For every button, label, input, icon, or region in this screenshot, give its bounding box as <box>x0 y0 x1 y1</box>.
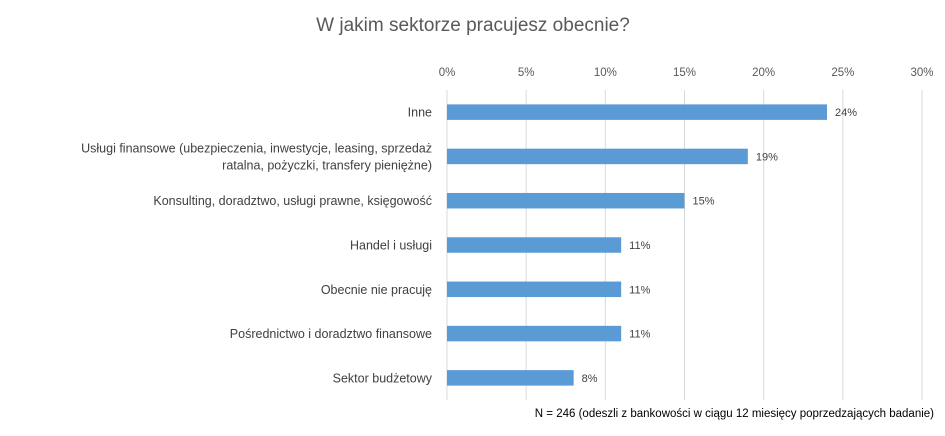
category-label: Obecnie nie pracuję <box>321 283 432 297</box>
bar <box>447 104 827 120</box>
category-label: Inne <box>408 106 432 120</box>
x-tick-label: 25% <box>831 67 854 79</box>
x-tick-label: 0% <box>439 67 456 79</box>
category-label-line: Pośrednictwo i doradztwo finansowe <box>230 327 432 341</box>
category-label-line: Konsulting, doradztwo, usługi prawne, ks… <box>153 194 432 208</box>
category-label: Handel i usługi <box>350 239 432 253</box>
category-label-line: Usługi finansowe (ubezpieczenia, inwesty… <box>81 141 432 155</box>
value-label: 11% <box>629 240 650 252</box>
value-label: 15% <box>693 196 715 208</box>
category-label: Usługi finansowe (ubezpieczenia, inwesty… <box>81 141 432 172</box>
value-label: 11% <box>629 329 650 341</box>
value-label: 11% <box>629 284 650 296</box>
bar <box>447 237 622 253</box>
bar <box>447 148 748 165</box>
bar <box>447 370 574 386</box>
bar <box>447 281 622 298</box>
x-tick-label: 10% <box>594 67 617 79</box>
category-label: Pośrednictwo i doradztwo finansowe <box>230 327 432 341</box>
chart-title: W jakim sektorze pracujesz obecnie? <box>316 15 630 36</box>
x-tick-label: 20% <box>752 67 775 79</box>
bar <box>447 325 622 342</box>
category-label-line: Sektor budżetowy <box>333 371 433 385</box>
bar <box>447 192 685 209</box>
category-label-line: Handel i usługi <box>350 239 432 253</box>
x-tick-label: 30% <box>910 67 933 79</box>
value-label: 8% <box>582 373 598 385</box>
category-label-line: ratalna, pożyczki, transfery pieniężne) <box>222 158 432 172</box>
category-label-line: Inne <box>408 106 432 120</box>
category-labels: Inne Usługi finansowe (ubezpieczenia, inw… <box>81 106 433 386</box>
value-label: 19% <box>756 151 778 163</box>
category-label-line: Obecnie nie pracuję <box>321 283 432 297</box>
bars <box>447 104 827 386</box>
x-axis-ticks: 0% 5% 10% 15% 20% 25% 30% <box>439 67 934 79</box>
category-label: Konsulting, doradztwo, usługi prawne, ks… <box>153 194 432 208</box>
x-tick-label: 5% <box>518 67 535 79</box>
value-label: 24% <box>835 107 857 119</box>
x-tick-label: 15% <box>673 67 696 79</box>
sample-size-note: N = 246 (odeszli z bankowości w ciągu 12… <box>535 408 934 420</box>
value-labels: 24% 19% 15% 11% 11% 11% 8% <box>582 107 858 385</box>
category-label: Sektor budżetowy <box>333 371 433 385</box>
